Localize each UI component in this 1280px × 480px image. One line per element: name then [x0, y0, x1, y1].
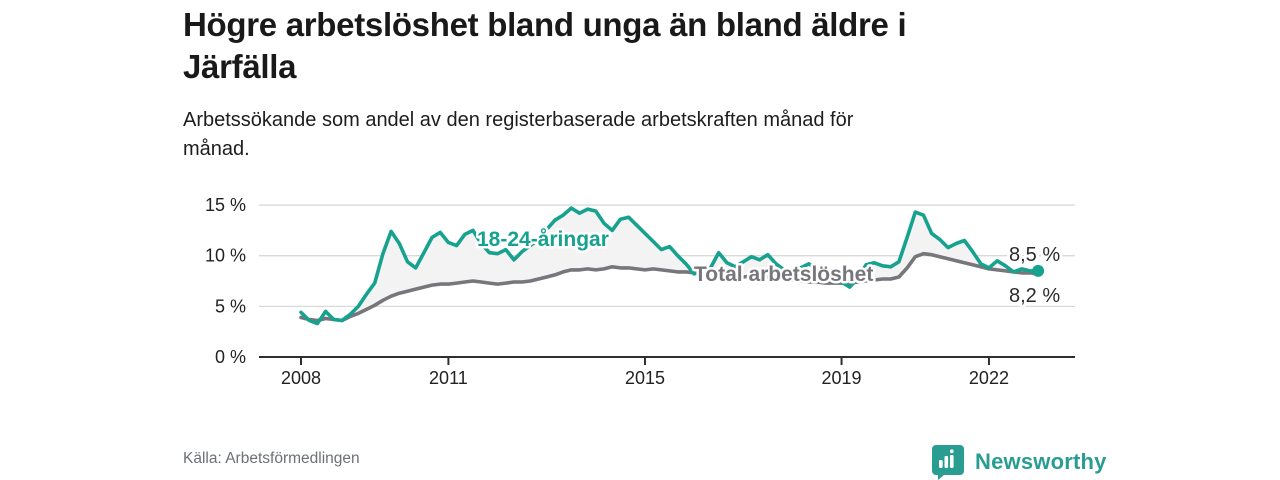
end-value-young: 8,5 % [1009, 244, 1060, 266]
title-line2: Järfälla [183, 48, 297, 85]
chart-subtitle: Arbetssökande som andel av den registerb… [183, 106, 1063, 164]
x-axis-labels: 2008 2011 2015 2019 2022 [281, 368, 1009, 388]
y-tick-label-15: 15 % [205, 195, 246, 215]
page-title: Högre arbetslöshet bland unga än bland ä… [183, 4, 1123, 88]
series-label-young: 18-24-åringar [477, 228, 609, 251]
subtitle-line2: månad. [183, 138, 250, 160]
title-line1: Högre arbetslöshet bland unga än bland ä… [183, 6, 907, 43]
end-value-labels: 8,5 % 8,2 % [1006, 241, 1063, 310]
series-line-young [299, 206, 1040, 326]
series-lines [299, 206, 1045, 326]
x-tick-label-2011: 2011 [429, 368, 468, 388]
series-label-total: Total arbetslöshet [694, 263, 873, 286]
newsworthy-wordmark: Newsworthy [975, 449, 1107, 474]
newsworthy-speech-bubble-bars-icon [932, 445, 964, 480]
band-between-series [301, 208, 1039, 324]
y-tick-label-0: 0 % [215, 347, 246, 367]
y-axis-labels: 0 % 5 % 10 % 15 % [205, 195, 246, 367]
x-axis [259, 356, 1075, 365]
series-line-total [299, 251, 1040, 323]
x-tick-label-2015: 2015 [625, 368, 665, 388]
end-value-total: 8,2 % [1009, 285, 1060, 307]
source-note: Källa: Arbetsförmedlingen [183, 450, 360, 467]
y-tick-label-5: 5 % [215, 296, 246, 316]
x-tick-label-2019: 2019 [822, 368, 862, 388]
y-tick-label-10: 10 % [205, 246, 246, 266]
x-tick-label-2008: 2008 [281, 368, 321, 388]
x-tick-label-2022: 2022 [969, 368, 1009, 388]
series-labels: 18-24-åringar Total arbetslöshet [475, 226, 876, 289]
series-end-dot-young [1032, 264, 1045, 277]
subtitle-line1: Arbetssökande som andel av den registerb… [183, 109, 854, 131]
series-gap-band [301, 208, 1039, 324]
newsworthy-logo[interactable]: Newsworthy [931, 444, 1107, 480]
